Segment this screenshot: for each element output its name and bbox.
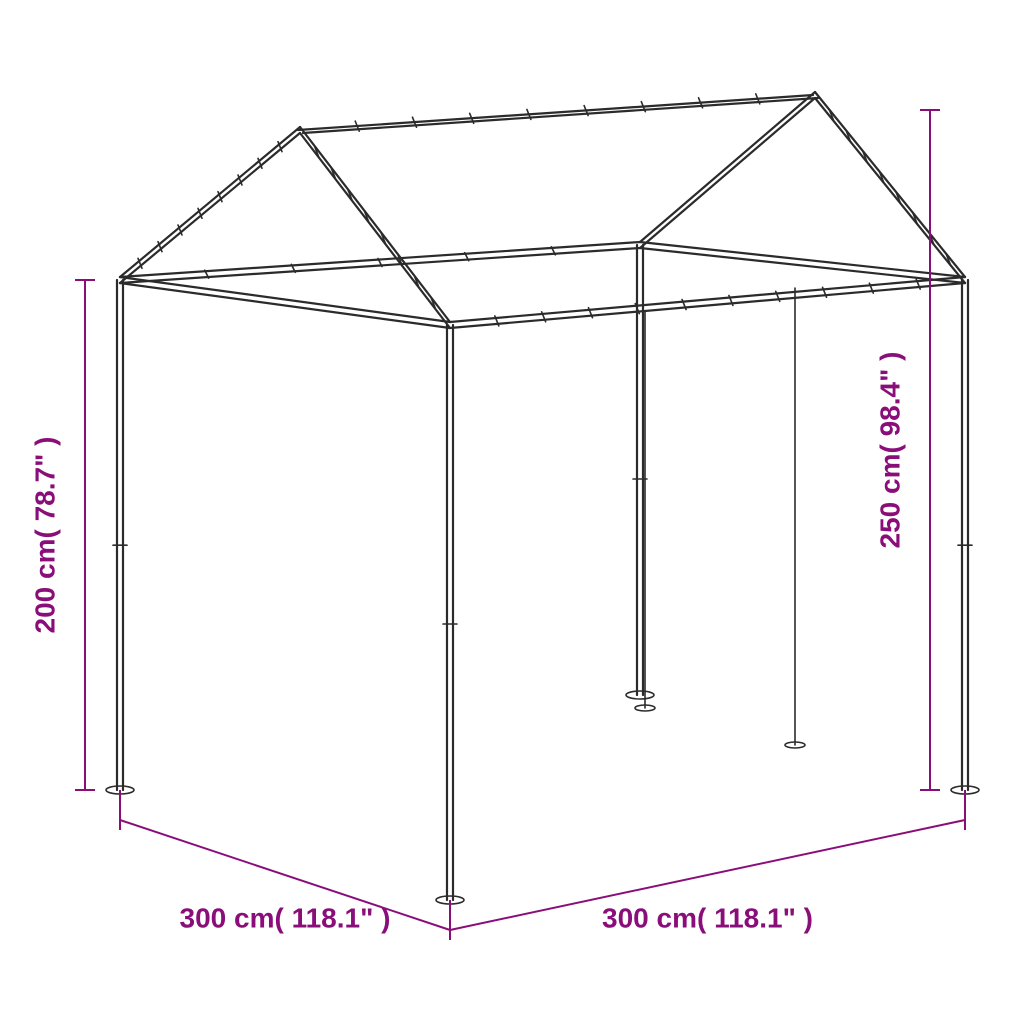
dimensions (75, 110, 965, 940)
svg-text:300 cm( 118.1" ): 300 cm( 118.1" ) (602, 902, 813, 933)
dimension-diagram: 200 cm( 78.7" ) 250 cm( 98.4" ) 300 cm( 11… (0, 0, 1024, 1024)
dimension-label: 200 cm( 78.7" ) (29, 437, 60, 634)
canopy-frame (106, 92, 979, 904)
dimension-label: 300 cm( 118.1" ) (180, 902, 391, 933)
dimension-label: 250 cm( 98.4" ) (874, 352, 905, 549)
